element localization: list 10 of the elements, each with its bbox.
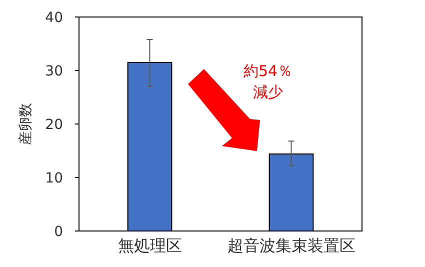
y-tick-label: 30	[45, 64, 63, 80]
x-tick-label: 超音波集束装置区	[227, 236, 356, 255]
annotation: 減少	[253, 83, 283, 101]
y-axis-title: 産卵数	[18, 103, 34, 145]
annotation: 約54％	[243, 62, 293, 80]
y-tick-label: 40	[45, 10, 63, 26]
x-tick-label: 無処理区	[118, 236, 182, 255]
y-tick-label: 20	[45, 117, 63, 133]
y-tick-label: 0	[54, 224, 63, 240]
y-tick-label: 10	[45, 170, 63, 186]
